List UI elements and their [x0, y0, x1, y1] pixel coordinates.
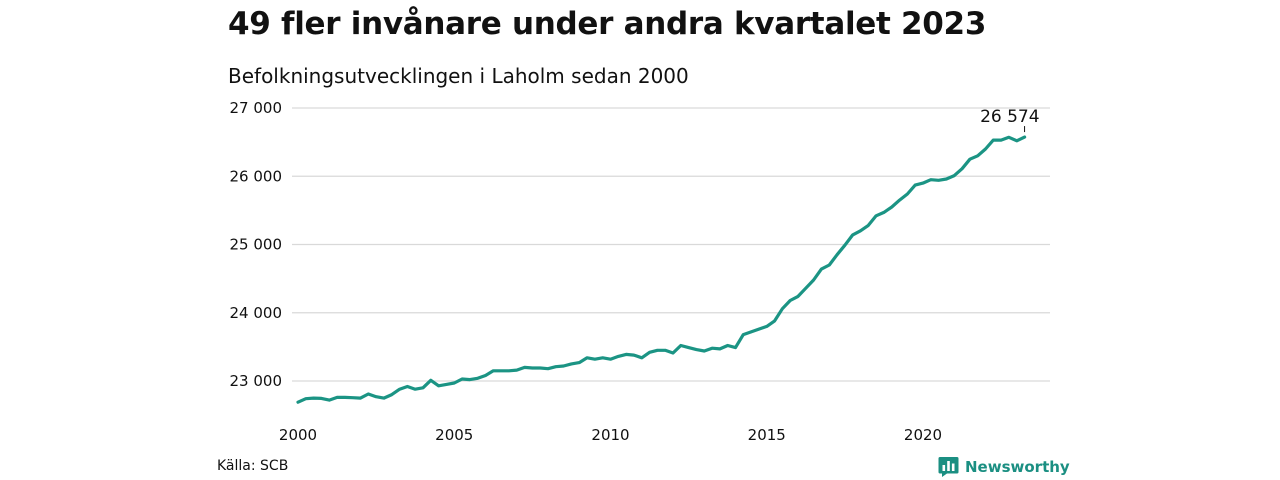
x-tick-label: 2015	[748, 426, 786, 444]
series-line	[296, 135, 1027, 404]
y-tick-label: 26 000	[230, 167, 283, 185]
annotation-layer: 26 574	[980, 107, 1040, 133]
chart-title: 49 fler invånare under andra kvartalet 2…	[228, 6, 987, 42]
end-value-label: 26 574	[980, 107, 1039, 127]
x-tick-label: 2010	[591, 426, 629, 444]
x-tick-label: 2005	[435, 426, 473, 444]
bar-chart-speech-bubble-icon	[938, 457, 959, 477]
x-tick-label: 2000	[279, 426, 317, 444]
y-tick-label: 24 000	[230, 304, 283, 322]
x-axis-labels: 2000 2005 2010 2015 2020	[279, 426, 942, 444]
y-tick-label: 23 000	[230, 372, 283, 390]
brand-name: Newsworthy	[965, 458, 1070, 476]
grid-lines	[292, 107, 1050, 382]
source-note: Källa: SCB	[217, 458, 289, 474]
y-tick-label: 27 000	[230, 99, 283, 117]
chart-subtitle: Befolkningsutvecklingen i Laholm sedan 2…	[228, 64, 689, 88]
series-layer	[296, 135, 1027, 404]
y-tick-label: 25 000	[230, 236, 283, 254]
y-axis-labels: 23 000 24 000 25 000 26 000 27 000	[230, 99, 283, 390]
x-tick-label: 2020	[904, 426, 942, 444]
brand-logo[interactable]: Newsworthy	[938, 456, 1070, 478]
